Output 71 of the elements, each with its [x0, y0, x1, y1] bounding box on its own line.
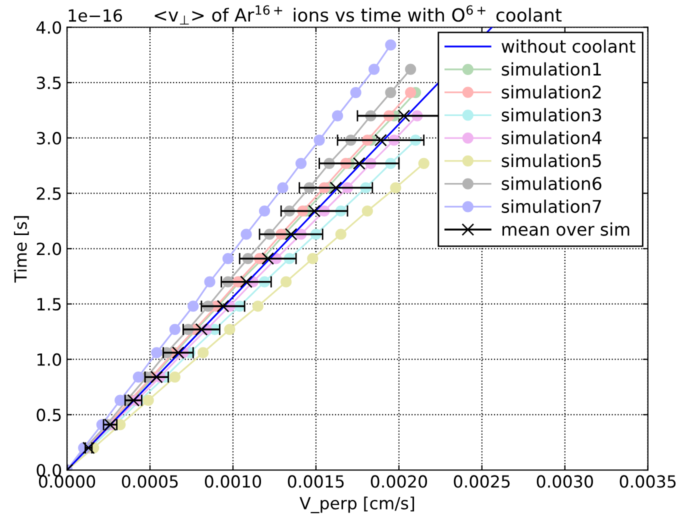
point: [216, 300, 230, 312]
point: [169, 371, 180, 383]
y-tick-label: 4.0: [36, 21, 62, 34]
point: [418, 158, 430, 169]
x-tick-label: 0.0030: [536, 475, 593, 488]
y-tick-label: 1.5: [37, 298, 61, 311]
legend-label: without coolant: [502, 39, 636, 53]
point: [362, 205, 373, 217]
point: [390, 182, 402, 194]
y-tick-label: 1.0: [37, 353, 62, 366]
x-tick-label: 0.0025: [454, 475, 510, 488]
legend-label: simulation6: [502, 176, 602, 190]
point: [330, 182, 342, 194]
x-tick-label: 0.0000: [38, 475, 96, 488]
point: [151, 347, 162, 358]
point: [308, 204, 321, 218]
point: [350, 87, 362, 98]
y-axis-title: Time [s]: [14, 216, 29, 283]
legend-label: simulation1: [502, 62, 601, 76]
chart-title: <v$_{⊥}$> of Ar$^{16+}$ ions vs time with O$^{6+}$ coolant: [154, 5, 562, 25]
y-tick-label: 0.0: [36, 464, 62, 477]
point: [295, 158, 307, 169]
y-tick-label: 3.0: [36, 132, 62, 145]
point: [385, 39, 396, 51]
point: [368, 64, 380, 75]
text: 1e−16: [68, 9, 122, 22]
point: [284, 228, 298, 240]
point: [280, 276, 292, 288]
point: [195, 323, 208, 336]
point: [374, 134, 387, 146]
point: [277, 182, 288, 194]
legend-label: mean over sim: [502, 222, 630, 236]
legend-label: simulation7: [502, 200, 601, 213]
point: [262, 252, 274, 265]
x-tick-label: 0.0020: [370, 475, 427, 488]
point: [240, 228, 252, 240]
point: [258, 205, 270, 217]
y-tick-label: 3.5: [36, 76, 61, 90]
y-tick-label: 2.5: [36, 187, 61, 200]
point: [204, 276, 216, 288]
legend-label: simulation5: [502, 154, 601, 168]
point: [352, 157, 366, 170]
point: [222, 253, 234, 264]
point: [405, 64, 416, 75]
y-tick-label: 2.0: [36, 242, 62, 256]
x-tick-label: 0.0015: [288, 475, 344, 488]
x-tick-label: 0.0010: [204, 475, 262, 488]
point: [335, 228, 346, 240]
legend-label: simulation3: [502, 108, 602, 122]
point: [132, 371, 144, 383]
point: [240, 276, 253, 288]
x-axis-title: V_perp [cm/s]: [300, 496, 414, 514]
x-tick-label: 0.0035: [620, 475, 676, 488]
x-tick-label: 0.0005: [122, 475, 178, 488]
point: [224, 324, 236, 335]
point: [188, 300, 199, 312]
point: [169, 324, 180, 335]
point: [172, 346, 184, 359]
point: [252, 300, 264, 312]
y-tick-label: 0.5: [36, 408, 61, 422]
point: [150, 370, 163, 384]
legend-label: simulation2: [502, 85, 601, 99]
point: [307, 253, 318, 264]
point: [127, 394, 140, 407]
legend-label: simulation4: [502, 130, 602, 144]
point: [398, 110, 410, 122]
point: [332, 110, 344, 122]
point: [405, 87, 416, 98]
point: [385, 87, 396, 98]
point: [314, 134, 325, 146]
point: [198, 347, 209, 358]
